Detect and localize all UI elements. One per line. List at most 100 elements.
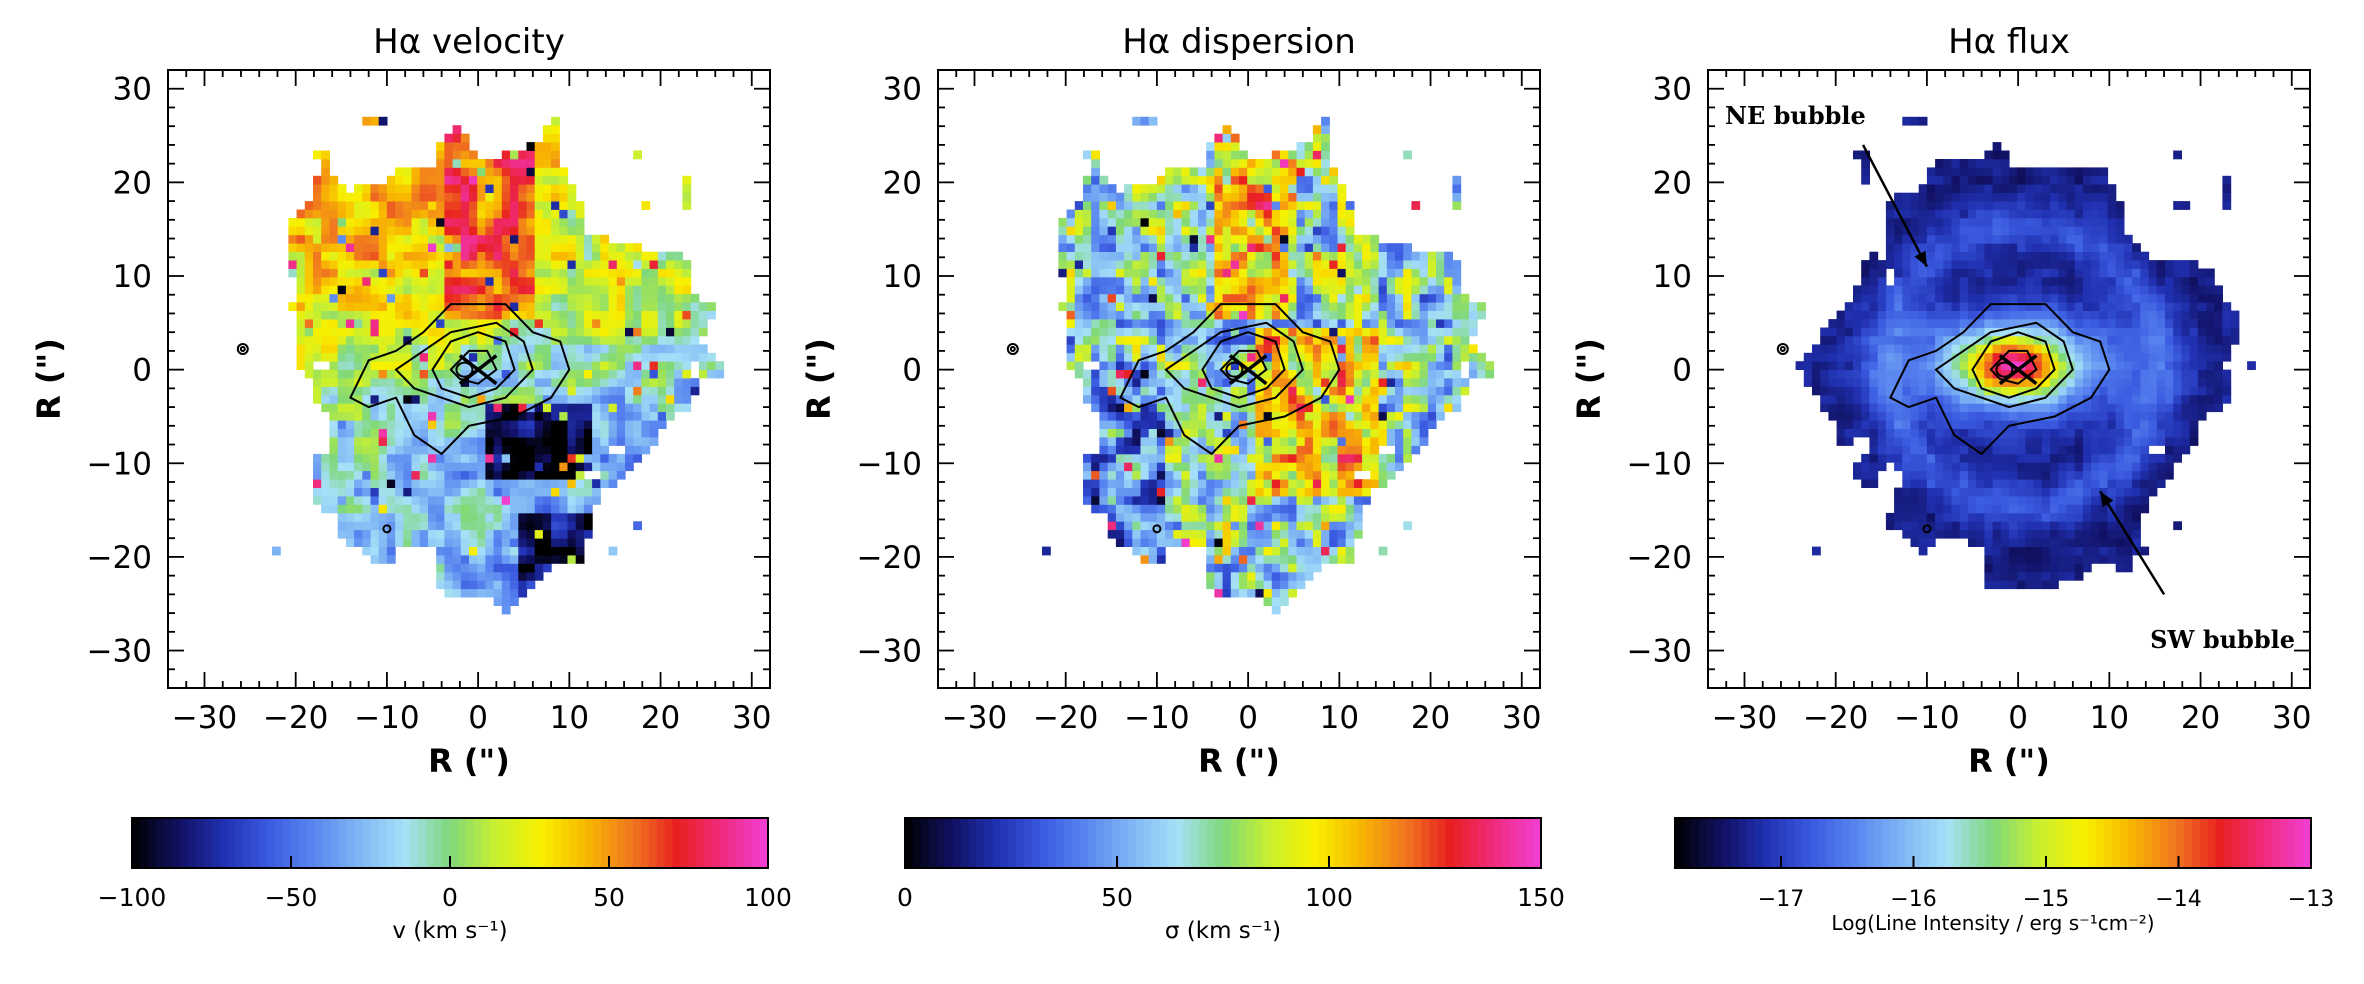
colorbar-frame (1674, 817, 2312, 869)
colorbar-segment (1270, 818, 1280, 868)
ticks (1707, 69, 2311, 689)
colorbar-segment (394, 818, 404, 868)
y-tick-label: 0 (902, 353, 922, 389)
x-tick-label: 10 (1320, 700, 1359, 736)
colorbar-segment (1230, 818, 1240, 868)
colorbar-segment (147, 818, 157, 868)
colorbar-segment (656, 818, 666, 868)
colorbar-segment (1382, 818, 1391, 868)
colorbar-segment (314, 818, 324, 868)
colorbar-segment (760, 818, 769, 868)
colorbar-segment (1509, 818, 1518, 868)
contour-source (1009, 346, 1016, 353)
contour-source (382, 524, 392, 534)
colorbar-segment (1310, 818, 1320, 868)
colorbar-segment (338, 818, 348, 868)
colorbar-segment (2295, 818, 2304, 868)
annotation-label: NE bubble (1725, 101, 1866, 130)
colorbar-segment (1754, 818, 1764, 868)
colorbar-segment (1881, 818, 1891, 868)
colorbar-segment (1841, 818, 1851, 868)
colorbar-segment (1929, 818, 1939, 868)
colorbar-segment (2183, 818, 2193, 868)
colorbar-segment (1525, 818, 1534, 868)
colorbar-segment (2207, 818, 2217, 868)
contour-line (431, 331, 516, 399)
colorbar-segment (616, 818, 626, 868)
colorbar-segment (259, 818, 268, 868)
colorbar-segment (283, 818, 292, 868)
colorbar-segment (1389, 818, 1399, 868)
colorbar-segment (1818, 818, 1827, 868)
colorbar-segment (1849, 818, 1859, 868)
colorbar-segment (426, 818, 435, 868)
annotation-label: SW bubble (2150, 625, 2295, 654)
colorbar-label: v (km s⁻¹) (392, 918, 507, 944)
colorbar-segment (1682, 818, 1692, 868)
colorbar-segment (1071, 818, 1081, 868)
y-tick-label: −10 (857, 446, 922, 482)
x-tick-label: 0 (2008, 700, 2028, 736)
colorbar-label: Log(Line Intensity / erg s⁻¹cm⁻²) (1831, 911, 2154, 935)
colorbar-segment (2223, 818, 2233, 868)
colorbar-segment (1533, 818, 1542, 868)
colorbar-segment (1135, 818, 1145, 868)
colorbar-segment (1413, 818, 1423, 868)
y-tick-label: 10 (1653, 259, 1692, 295)
colorbar-segment (2167, 818, 2177, 868)
colorbar-segment (1032, 818, 1041, 868)
x-axis-label: R (") (1198, 742, 1280, 780)
colorbar-label: σ (km s⁻¹) (1165, 918, 1281, 944)
colorbar-segment (1985, 818, 1994, 868)
colorbar-segment (720, 818, 730, 868)
colorbar-segment (2136, 818, 2145, 868)
colorbar-segment (298, 818, 308, 868)
colorbar-segment (680, 818, 690, 868)
colorbar-tick-label: 0 (897, 883, 913, 912)
colorbar-segment (2072, 818, 2082, 868)
colorbar-tick-label: 100 (744, 883, 792, 912)
colorbar-segment (1334, 818, 1344, 868)
map-field (272, 116, 725, 615)
x-tick-label: −30 (942, 700, 1007, 736)
colorbar-segment (1993, 818, 2002, 868)
colorbar-segment (251, 818, 260, 868)
nucleus-cross (1228, 354, 1268, 386)
colorbar-tick-label: 150 (1517, 883, 1565, 912)
colorbar-segment (1865, 818, 1875, 868)
colorbar-segment (2287, 818, 2296, 868)
contours (236, 303, 571, 534)
colorbar-segment (1223, 818, 1232, 868)
colorbar-segment (2096, 818, 2106, 868)
colorbar-segment (505, 818, 515, 868)
colorbar-segment (163, 818, 173, 868)
colorbar-segment (1477, 818, 1487, 868)
colorbar-tick-label: 0 (442, 883, 458, 912)
colorbar-segment (1254, 818, 1264, 868)
colorbar-segment (2080, 818, 2090, 868)
ticks (937, 69, 1541, 689)
colorbar-segment (1485, 818, 1495, 868)
contour-line (1971, 331, 2056, 399)
colorbar-segment (473, 818, 483, 868)
y-tick-label: 20 (1653, 165, 1692, 201)
plot-frame (167, 69, 771, 689)
colorbar-segment (2016, 818, 2026, 868)
x-tick-label: 30 (1502, 700, 1541, 736)
colorbar-segment (179, 818, 189, 868)
contour-line (394, 321, 534, 409)
y-tick-label: 20 (113, 165, 152, 201)
colorbar-segment (481, 818, 491, 868)
x-axis-label: R (") (428, 742, 510, 780)
colorbar-segment (2247, 818, 2257, 868)
colorbar-segment (267, 818, 276, 868)
colorbar-segment (155, 818, 165, 868)
colorbar-segment (984, 818, 994, 868)
colorbar-segment (1405, 818, 1415, 868)
y-tick-label: 10 (113, 259, 152, 295)
colorbar-segment (457, 818, 467, 868)
colorbar-segment (2231, 818, 2241, 868)
colorbar-segment (1706, 818, 1716, 868)
colorbar-segment (1810, 818, 1819, 868)
contour-core (1995, 361, 2014, 378)
